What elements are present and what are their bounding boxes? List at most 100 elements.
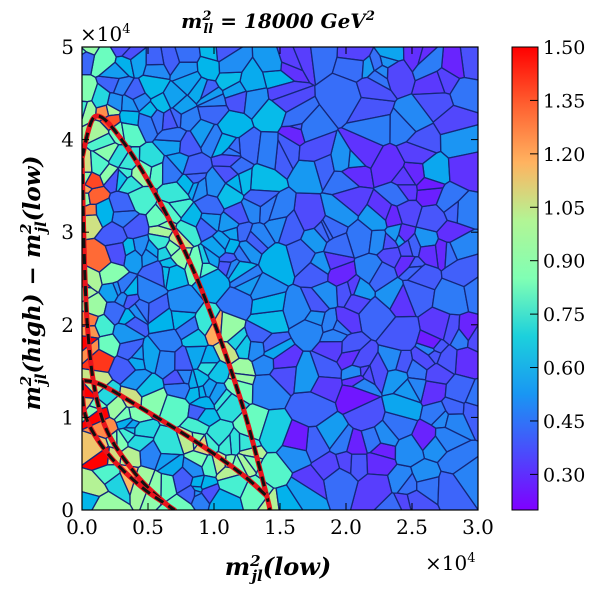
voronoi-cell [263, 215, 288, 244]
voronoi-cell [224, 238, 241, 255]
voronoi-cell [109, 47, 132, 58]
voronoi-cell [156, 453, 185, 477]
voronoi-cell [218, 47, 254, 74]
x-axis-ticks: 0.0 0.5 1.0 1.5 2.0 2.5 3.0 [66, 47, 494, 539]
curve-lower-edge-inner-dashed [82, 380, 176, 510]
voronoi-cell [437, 470, 478, 510]
voronoi-cell [362, 363, 377, 386]
voronoi-cell [262, 337, 296, 360]
voronoi-cell [353, 252, 383, 285]
voronoi-cell [416, 47, 439, 67]
x-axis-multiplier: ×104 [425, 551, 476, 575]
voronoi-cell [95, 197, 115, 229]
voronoi-cell [123, 419, 141, 429]
x-tick-label: 1.5 [264, 515, 296, 539]
voronoi-cell [90, 463, 121, 486]
voronoi-cell [343, 294, 372, 315]
voronoi-cell [373, 419, 400, 448]
voronoi-cell [174, 344, 194, 371]
voronoi-cell [452, 455, 478, 510]
voronoi-cell [127, 302, 149, 326]
voronoi-cell [195, 86, 224, 107]
x-axis-label: m2 jl(low) [225, 552, 331, 585]
voronoi-cell [392, 492, 412, 510]
voronoi-cell [270, 84, 316, 114]
voronoi-cell [136, 273, 169, 304]
voronoi-cell [341, 330, 373, 354]
voronoi-cell [222, 201, 250, 225]
y-axis-ticks: 0 1 2 3 4 5 [61, 35, 478, 522]
voronoi-cell [82, 491, 101, 510]
voronoi-cell [91, 490, 134, 510]
voronoi-cell [310, 280, 339, 310]
voronoi-cell [130, 343, 145, 361]
voronoi-cell [319, 192, 360, 228]
voronoi-cell [82, 100, 89, 122]
voronoi-cell [366, 451, 398, 477]
voronoi-cell [415, 187, 444, 208]
voronoi-cells [82, 47, 478, 510]
voronoi-cell [82, 51, 96, 76]
voronoi-cell [397, 265, 425, 282]
voronoi-cell [417, 244, 439, 270]
voronoi-cell [258, 407, 293, 454]
curve-lower-edge-dashed [82, 378, 268, 498]
y-tick-label: 0 [61, 498, 74, 522]
voronoi-cell [340, 113, 391, 147]
voronoi-cell [117, 146, 141, 171]
colorbar-tick-label: 0.45 [543, 411, 585, 433]
voronoi-cell [443, 199, 460, 224]
x-tick-label: 1.0 [198, 515, 230, 539]
x-tick-label: 2.5 [396, 515, 428, 539]
voronoi-cell [200, 482, 221, 505]
voronoi-cell [415, 328, 443, 350]
voronoi-cell [187, 368, 199, 390]
voronoi-cell [229, 156, 256, 175]
voronoi-cell [197, 384, 207, 399]
y-tick-label: 5 [61, 35, 74, 59]
y-tick-label: 2 [61, 313, 74, 337]
voronoi-cell [113, 291, 128, 308]
colorbar-tick-label: 1.05 [543, 197, 585, 219]
voronoi-cell [447, 151, 478, 193]
voronoi-cell [293, 350, 320, 395]
voronoi-cell [370, 142, 406, 189]
colorbar-ticks: 0.30 0.45 0.60 0.75 0.90 1.05 1.20 1.35 1.50 [530, 37, 585, 486]
y-tick-label: 1 [61, 405, 74, 429]
voronoi-cell [256, 130, 279, 171]
y-tick-label: 3 [61, 220, 74, 244]
x-tick-label: 0.5 [132, 515, 164, 539]
colorbar-tick-label: 0.90 [543, 251, 585, 273]
voronoi-cell [389, 282, 417, 318]
voronoi-cell [141, 248, 159, 269]
curve-outer-edge-dashed [82, 114, 272, 510]
x-tick-label: 3.0 [462, 515, 494, 539]
voronoi-cell [431, 277, 470, 316]
voronoi-cell [108, 190, 137, 213]
colorbar [511, 46, 539, 511]
voronoi-cell [427, 349, 442, 365]
voronoi-cell [397, 239, 414, 257]
chart-title: m2 ll = 18000 GeV2 [181, 9, 375, 37]
voronoi-cell [112, 75, 136, 97]
colorbar-tick-label: 0.30 [543, 464, 585, 486]
voronoi-cell [229, 264, 264, 289]
voronoi-cell [373, 64, 389, 80]
voronoi-cell [187, 403, 207, 421]
voronoi-cell [267, 186, 297, 222]
voronoi-cell [303, 310, 326, 327]
voronoi-cell [204, 165, 227, 198]
voronoi-cell [366, 188, 393, 222]
voronoi-cell [182, 151, 214, 176]
voronoi-cell [189, 474, 206, 488]
voronoi-cell [444, 241, 459, 270]
boundary-curves [82, 113, 273, 510]
voronoi-cell [175, 219, 203, 248]
colorbar-tick-label: 0.75 [543, 304, 585, 326]
voronoi-cell [112, 322, 147, 345]
x-tick-label: 0.0 [66, 515, 98, 539]
voronoi-cell [290, 463, 328, 501]
x-tick-label: 2.0 [330, 515, 362, 539]
voronoi-cell [463, 276, 478, 315]
